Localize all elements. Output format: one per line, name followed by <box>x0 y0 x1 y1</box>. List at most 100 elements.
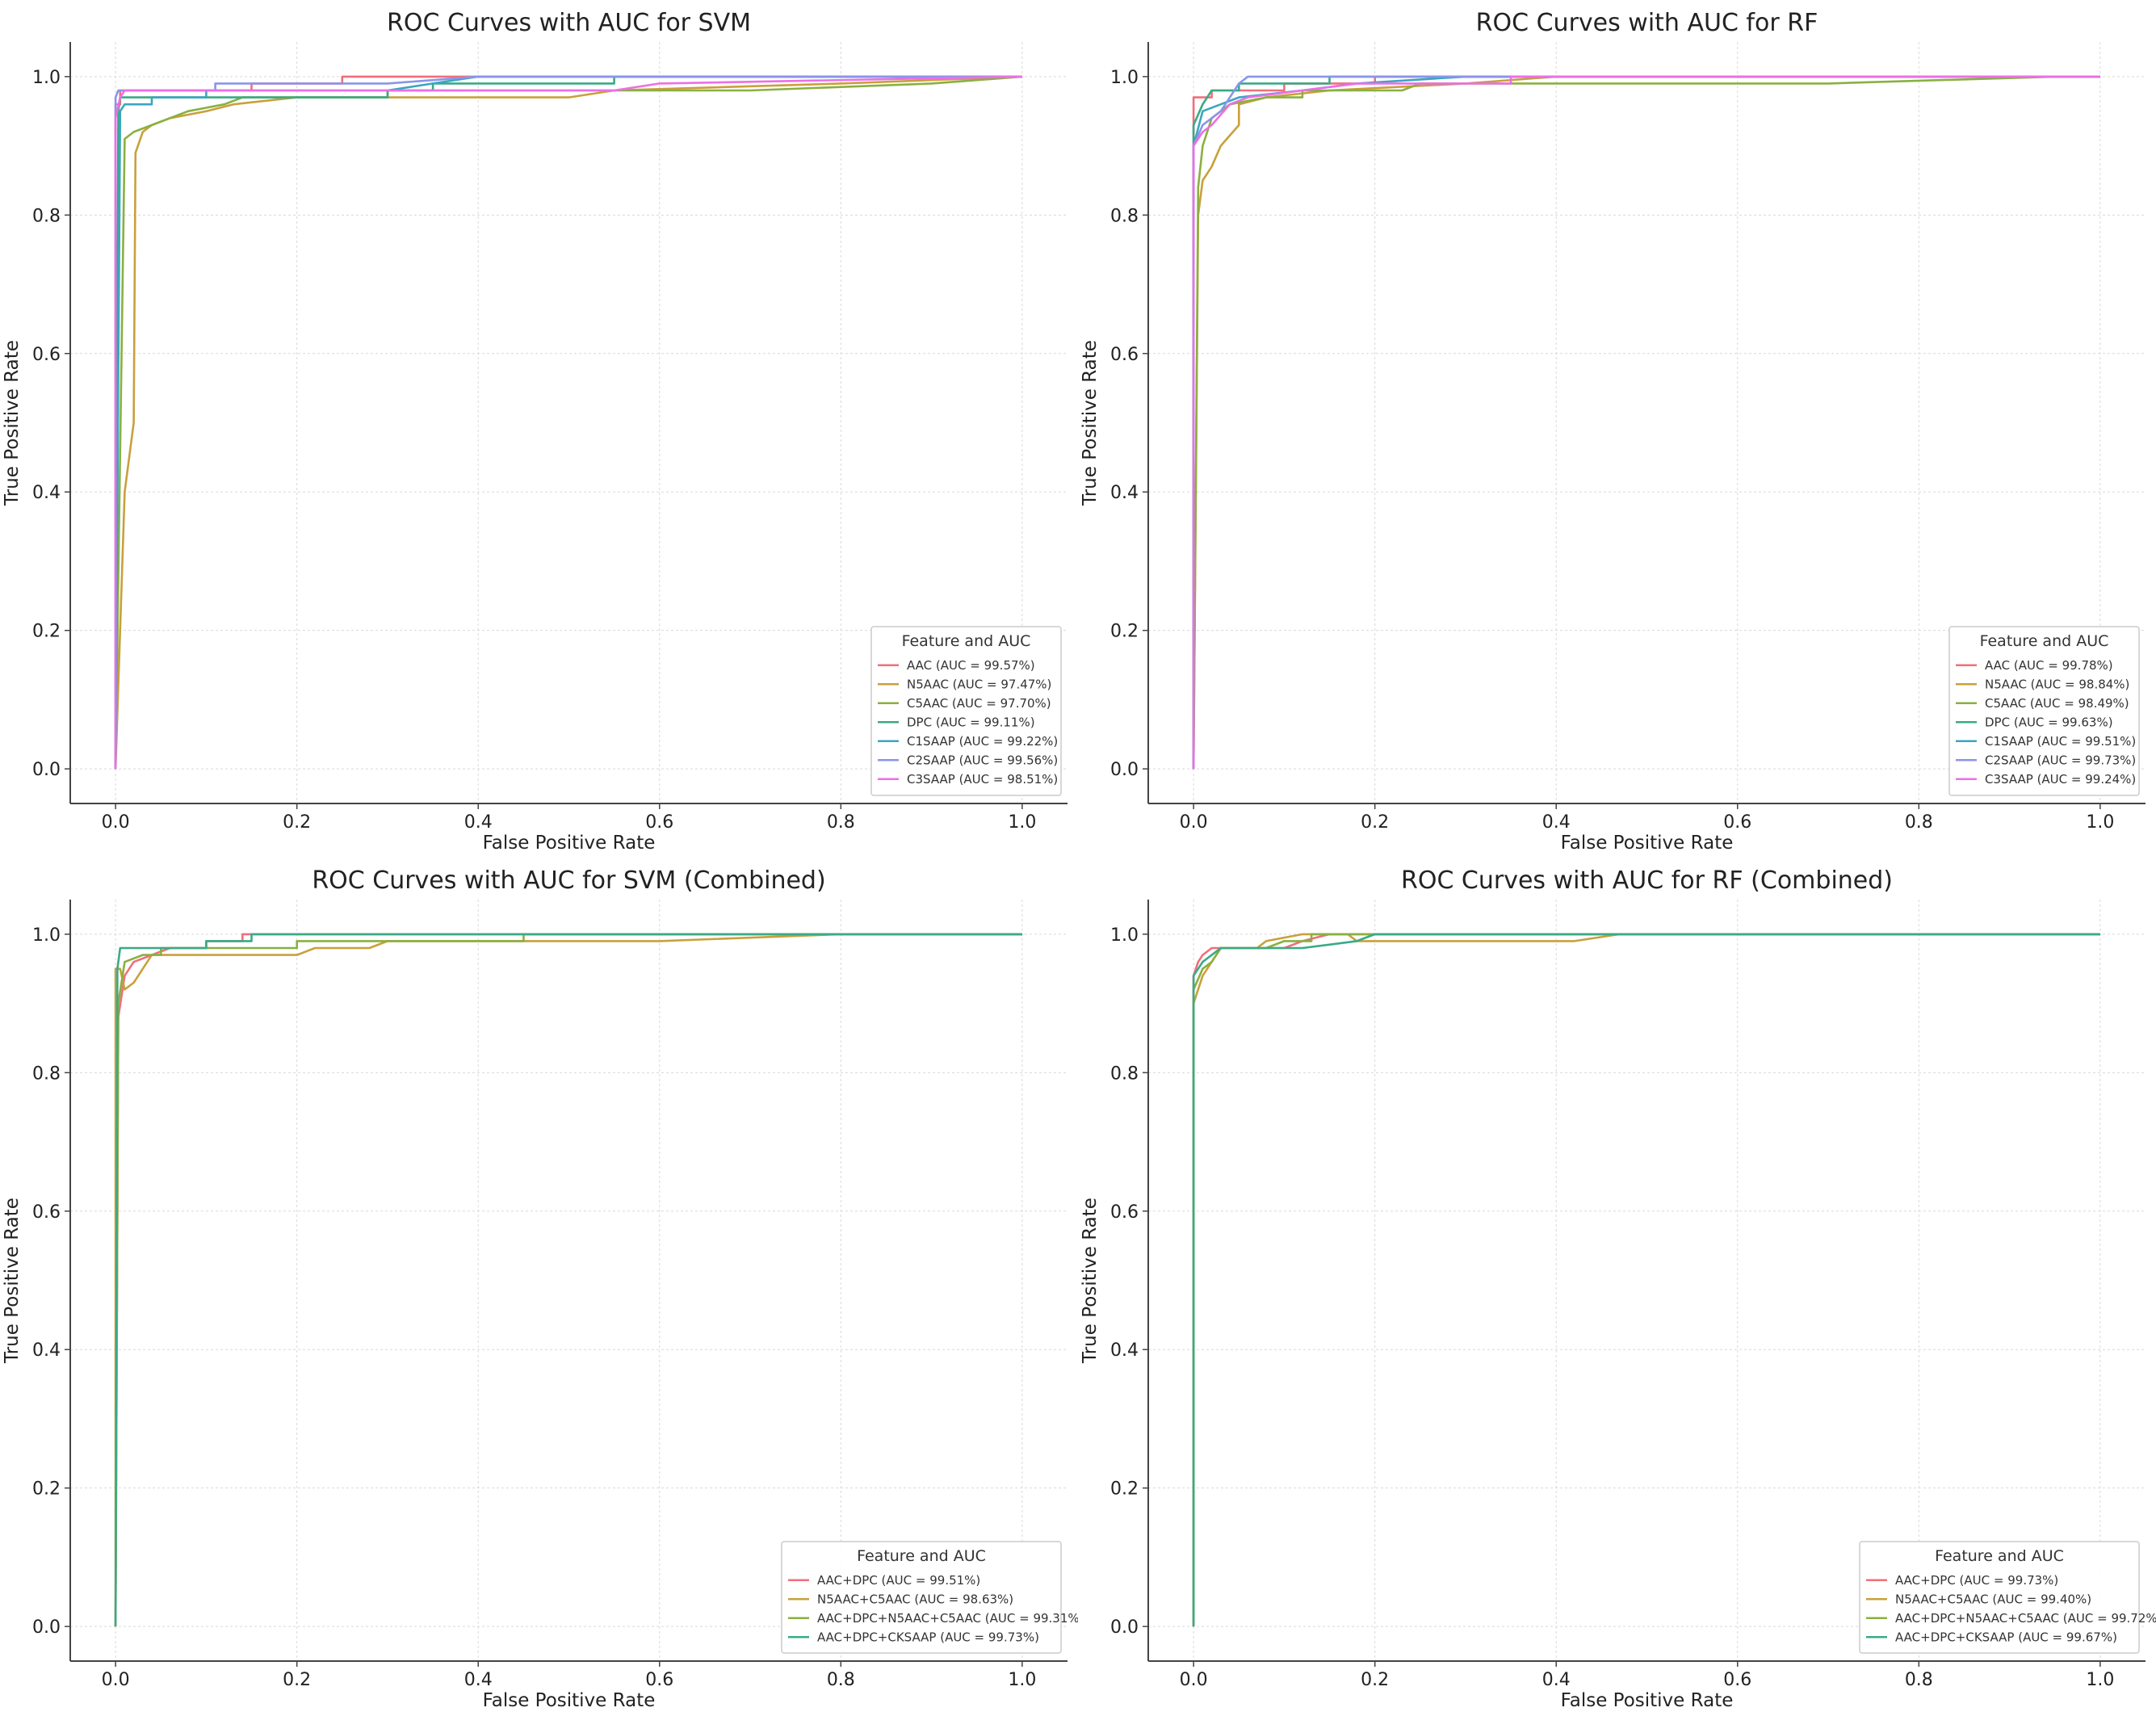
legend-entry: C5AAC (AUC = 97.70%) <box>907 696 1051 711</box>
y-tick-label: 0.2 <box>32 622 61 642</box>
x-tick-label: 1.0 <box>1008 812 1036 833</box>
x-axis-label: False Positive Rate <box>483 833 656 854</box>
x-tick-label: 0.2 <box>1361 812 1389 833</box>
legend-box <box>870 626 1062 796</box>
legend-entry: AAC+DPC (AUC = 99.51%) <box>817 1573 980 1588</box>
roc-curve-series-4 <box>1192 933 2100 1627</box>
legend-entry: DPC (AUC = 99.63%) <box>1985 715 2113 729</box>
roc-curve-series-7 <box>114 75 1022 770</box>
x-tick-label: 0.8 <box>1905 812 1933 833</box>
y-tick-label: 0.2 <box>1110 622 1139 642</box>
legend-entry: C1SAAP (AUC = 99.51%) <box>1985 734 2136 749</box>
legend-box <box>1859 1541 2140 1654</box>
panel-rf-combined: ROC Curves with AUC for RF (Combined) 0.0… <box>1080 866 2156 1711</box>
y-tick-label: 0.6 <box>32 1202 61 1223</box>
x-tick-label: 0.8 <box>827 812 855 833</box>
legend-title: Feature and AUC <box>857 1547 986 1565</box>
panel-svm-combined: ROC Curves with AUC for SVM (Combined) 0.… <box>2 866 1078 1711</box>
legend-title: Feature and AUC <box>902 632 1031 650</box>
y-tick-label: 1.0 <box>1110 925 1139 946</box>
chart-title: ROC Curves with AUC for SVM <box>387 9 751 37</box>
legend-box <box>1948 626 2140 796</box>
chart-title: ROC Curves with AUC for RF (Combined) <box>1401 866 1893 895</box>
y-tick-label: 0.0 <box>32 1617 61 1638</box>
legend-entry: AAC+DPC+CKSAAP (AUC = 99.67%) <box>1895 1630 2117 1644</box>
roc-curve-series-3 <box>114 933 1022 1627</box>
roc-curve-series-5 <box>1192 75 2100 770</box>
x-tick-label: 0.2 <box>283 1670 311 1690</box>
roc-curve-series-2 <box>114 933 1022 1627</box>
roc-curve-series-6 <box>114 75 1022 770</box>
x-tick-label: 0.4 <box>464 812 493 833</box>
legend-entry: N5AAC (AUC = 97.47%) <box>907 677 1051 691</box>
x-tick-label: 0.0 <box>1180 812 1208 833</box>
legend: Feature and AUC AAC+DPC (AUC = 99.73%) N5A… <box>1859 1541 2156 1654</box>
legend: Feature and AUC AAC (AUC = 99.78%) N5AAC (… <box>1948 626 2140 796</box>
roc-curve-series-3 <box>114 75 1022 770</box>
legend-entry: AAC+DPC+CKSAAP (AUC = 99.73%) <box>817 1630 1039 1644</box>
panel-rf: ROC Curves with AUC for RF 0.0 0.2 0.4 0.6 0.… <box>1080 9 2146 854</box>
y-axis-label: True Positive Rate <box>1080 340 1101 506</box>
y-tick-label: 0.8 <box>1110 206 1139 226</box>
legend: Feature and AUC AAC+DPC (AUC = 99.51%) N5A… <box>781 1541 1078 1654</box>
y-tick-label: 0.0 <box>1110 1617 1139 1638</box>
legend-entry: C3SAAP (AUC = 99.24%) <box>1985 772 2136 787</box>
y-axis-label: True Positive Rate <box>2 1198 23 1364</box>
roc-curve-series-2 <box>114 75 1022 770</box>
legend-entry: AAC+DPC+N5AAC+C5AAC (AUC = 99.72%) <box>1895 1611 2156 1626</box>
legend-entry: N5AAC+C5AAC (AUC = 98.63%) <box>817 1592 1013 1606</box>
y-axis-label: True Positive Rate <box>2 340 23 506</box>
legend-entry: N5AAC (AUC = 98.84%) <box>1985 677 2129 691</box>
x-tick-label: 1.0 <box>2086 812 2114 833</box>
legend-entry: C2SAAP (AUC = 99.56%) <box>907 753 1058 767</box>
roc-curve-series-1 <box>114 933 1022 1627</box>
roc-curve-series-1 <box>1192 933 2100 1627</box>
x-tick-label: 0.0 <box>1180 1670 1208 1690</box>
x-tick-label: 0.0 <box>102 812 130 833</box>
x-tick-label: 0.2 <box>283 812 311 833</box>
y-tick-label: 0.4 <box>1110 483 1139 503</box>
y-tick-label: 0.8 <box>32 206 61 226</box>
chart-title: ROC Curves with AUC for RF <box>1476 9 1818 37</box>
roc-curve-series-4 <box>1192 75 2100 770</box>
y-tick-label: 0.6 <box>32 345 61 365</box>
x-tick-label: 0.4 <box>464 1670 493 1690</box>
legend-entry: C1SAAP (AUC = 99.22%) <box>907 734 1058 749</box>
x-tick-label: 0.6 <box>1723 812 1751 833</box>
legend-entry: C3SAAP (AUC = 98.51%) <box>907 772 1058 787</box>
legend-entry: AAC (AUC = 99.78%) <box>1985 658 2113 673</box>
legend-entry: N5AAC+C5AAC (AUC = 99.40%) <box>1895 1592 2091 1606</box>
x-tick-label: 0.4 <box>1542 812 1571 833</box>
legend-entry: C2SAAP (AUC = 99.73%) <box>1985 753 2136 767</box>
roc-curve-series-1 <box>1192 75 2100 770</box>
y-tick-label: 0.8 <box>1110 1064 1139 1084</box>
x-tick-label: 1.0 <box>2086 1670 2114 1690</box>
x-tick-label: 0.4 <box>1542 1670 1571 1690</box>
y-tick-label: 0.4 <box>32 483 61 503</box>
legend-title: Feature and AUC <box>1980 632 2109 650</box>
roc-curve-series-3 <box>1192 933 2100 1627</box>
y-axis-label: True Positive Rate <box>1080 1198 1101 1364</box>
roc-curve-series-5 <box>114 75 1022 770</box>
y-tick-label: 0.0 <box>1110 760 1139 780</box>
legend-entry: DPC (AUC = 99.11%) <box>907 715 1035 729</box>
roc-curve-series-2 <box>1192 933 2100 1627</box>
legend: Feature and AUC AAC (AUC = 99.57%) N5AAC (… <box>870 626 1062 796</box>
y-tick-label: 0.8 <box>32 1064 61 1084</box>
y-tick-label: 1.0 <box>32 925 61 946</box>
roc-curve-series-4 <box>114 933 1022 1627</box>
y-tick-label: 0.6 <box>1110 345 1139 365</box>
x-tick-label: 0.8 <box>827 1670 855 1690</box>
x-tick-label: 0.6 <box>645 1670 673 1690</box>
chart-title: ROC Curves with AUC for SVM (Combined) <box>312 866 825 895</box>
x-tick-label: 0.6 <box>645 812 673 833</box>
legend-box <box>781 1541 1062 1654</box>
legend-title: Feature and AUC <box>1935 1547 2064 1565</box>
y-tick-label: 0.2 <box>32 1479 61 1500</box>
x-axis-label: False Positive Rate <box>1561 1690 1734 1711</box>
y-tick-label: 0.2 <box>1110 1479 1139 1500</box>
roc-curve-series-3 <box>1192 75 2100 770</box>
y-tick-label: 0.0 <box>32 760 61 780</box>
y-tick-label: 0.4 <box>1110 1340 1139 1361</box>
roc-curve-series-2 <box>1192 75 2100 770</box>
